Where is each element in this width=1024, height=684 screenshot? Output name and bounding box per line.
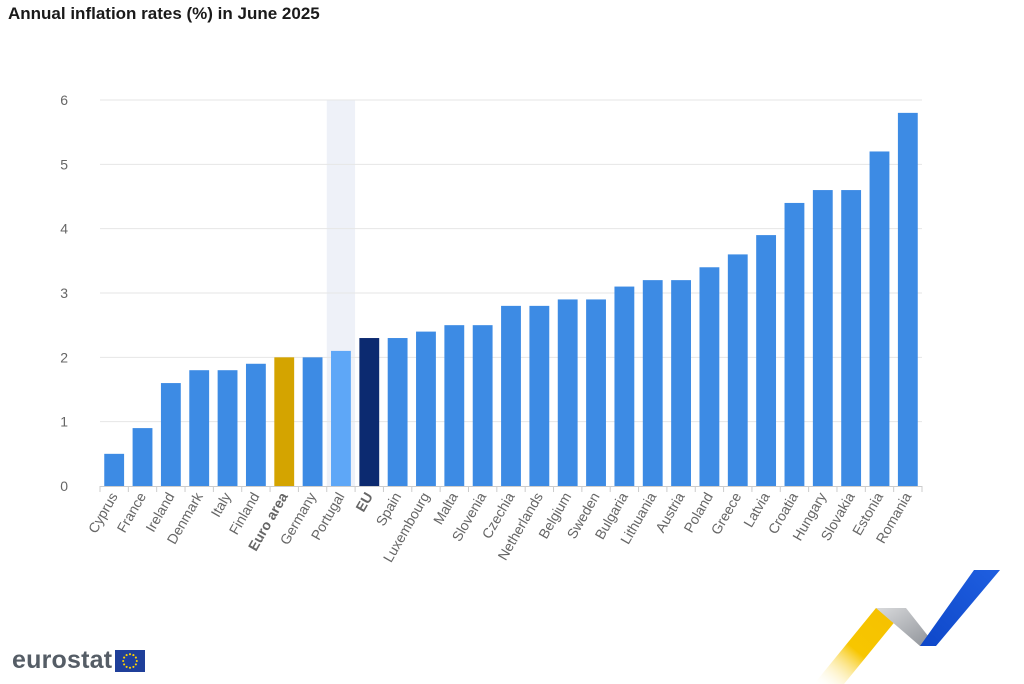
flag-star bbox=[122, 659, 125, 662]
bar-portugal[interactable] bbox=[331, 350, 351, 486]
bar-euro-area[interactable] bbox=[274, 357, 295, 486]
chart-title: Annual inflation rates (%) in June 2025 bbox=[8, 4, 320, 23]
bar-france[interactable] bbox=[132, 428, 153, 486]
bar-hungary[interactable] bbox=[812, 190, 833, 487]
y-tick-label: 4 bbox=[60, 221, 68, 237]
bar-greece[interactable] bbox=[727, 254, 748, 486]
bar-sweden[interactable] bbox=[586, 299, 606, 486]
bar-estonia[interactable] bbox=[869, 151, 890, 486]
flag-star bbox=[132, 665, 135, 668]
bar-slovakia[interactable] bbox=[841, 190, 862, 487]
x-tick-label: EU bbox=[352, 490, 376, 515]
bar-ireland[interactable] bbox=[160, 383, 181, 486]
bar-latvia[interactable] bbox=[756, 235, 777, 486]
axis-layer bbox=[99, 486, 923, 492]
bar-denmark[interactable] bbox=[189, 370, 210, 486]
bar-germany[interactable] bbox=[302, 357, 323, 486]
eu-flag-icon bbox=[115, 649, 146, 672]
flag-star bbox=[135, 656, 138, 659]
bar-belgium[interactable] bbox=[557, 299, 578, 486]
y-tick-label: 3 bbox=[60, 285, 68, 301]
flag-star bbox=[129, 652, 132, 655]
bar-austria[interactable] bbox=[671, 280, 691, 486]
y-tick-label: 1 bbox=[60, 414, 68, 430]
y-tick-label: 6 bbox=[60, 92, 68, 108]
flag-star bbox=[123, 662, 126, 665]
bar-finland[interactable] bbox=[245, 363, 266, 486]
flag-star bbox=[135, 659, 139, 662]
flag-star bbox=[125, 653, 128, 656]
bar-cyprus[interactable] bbox=[104, 453, 125, 486]
flag-star bbox=[132, 653, 135, 656]
bar-romania[interactable] bbox=[897, 112, 918, 486]
bar-spain[interactable] bbox=[387, 338, 408, 486]
bar-croatia[interactable] bbox=[784, 202, 805, 486]
flag-star bbox=[125, 665, 128, 668]
decorative-swoosh-icon bbox=[814, 570, 1000, 684]
bar-netherlands[interactable] bbox=[529, 305, 550, 486]
bar-layer bbox=[104, 112, 918, 487]
bar-poland[interactable] bbox=[699, 267, 720, 486]
flag-star bbox=[129, 666, 132, 669]
bar-luxembourg[interactable] bbox=[416, 331, 436, 486]
y-tick-label: 5 bbox=[60, 156, 68, 172]
bar-slovenia[interactable] bbox=[472, 325, 493, 486]
bar-lithuania[interactable] bbox=[642, 280, 663, 486]
bar-bulgaria[interactable] bbox=[614, 286, 635, 486]
eurostat-logo: eurostat bbox=[12, 646, 146, 675]
bar-italy[interactable] bbox=[217, 370, 238, 486]
bar-eu[interactable] bbox=[359, 338, 380, 486]
y-tick-label: 2 bbox=[60, 349, 68, 365]
brand-name: eurostat bbox=[12, 646, 113, 674]
y-tick-label: 0 bbox=[60, 478, 68, 494]
flag-star bbox=[135, 662, 138, 665]
flag-star bbox=[123, 656, 126, 659]
bar-malta[interactable] bbox=[444, 325, 465, 486]
bar-czechia[interactable] bbox=[501, 305, 521, 486]
x-tick-label: Italy bbox=[207, 490, 234, 520]
